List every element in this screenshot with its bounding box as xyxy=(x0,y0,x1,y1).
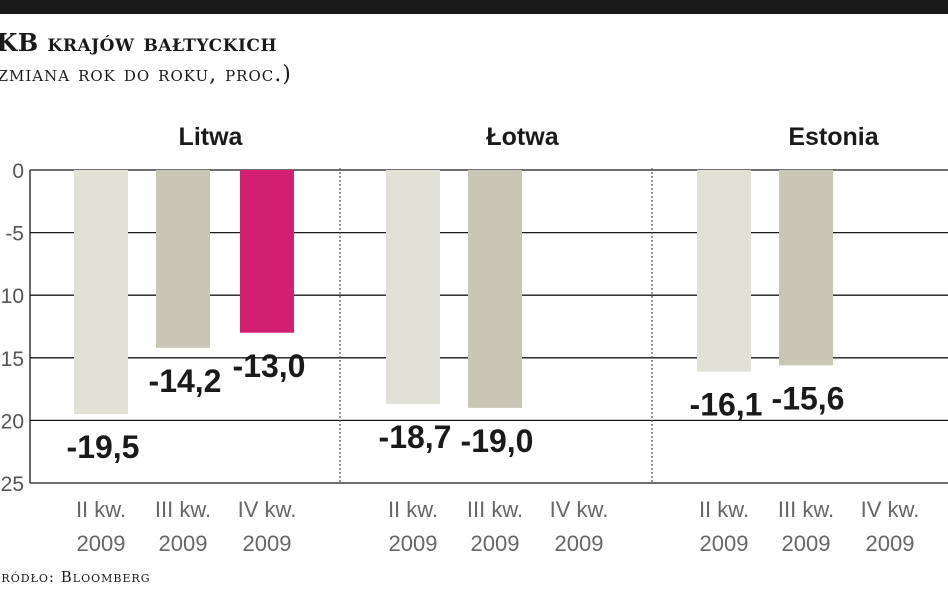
y-tick-label: -20 xyxy=(0,410,24,433)
category-label: 2009 xyxy=(782,531,831,556)
category-label: IV kw. xyxy=(861,497,920,522)
source-note: Źródło: Bloomberg xyxy=(0,568,151,586)
group-label: Łotwa xyxy=(486,123,559,151)
y-tick-label: -5 xyxy=(5,223,24,246)
y-tick-label: -10 xyxy=(0,285,24,308)
bar xyxy=(697,170,751,372)
top-rule xyxy=(0,0,948,14)
category-label: 2009 xyxy=(555,531,604,556)
chart-title: PKB krajów bałtyckich xyxy=(0,28,278,57)
value-label: -19,0 xyxy=(461,423,534,459)
value-label: -13,0 xyxy=(233,348,306,384)
category-label: II kw. xyxy=(388,497,438,522)
category-label: 2009 xyxy=(866,531,915,556)
bar xyxy=(468,170,522,408)
category-label: 2009 xyxy=(243,531,292,556)
category-label: III kw. xyxy=(155,497,211,522)
category-label: III kw. xyxy=(778,497,834,522)
y-tick-label: 0 xyxy=(12,160,24,183)
group-label: Estonia xyxy=(788,123,879,151)
category-label: II kw. xyxy=(76,497,126,522)
category-label: 2009 xyxy=(77,531,126,556)
category-label: IV kw. xyxy=(550,497,609,522)
category-label: 2009 xyxy=(471,531,520,556)
value-label: -14,2 xyxy=(149,363,222,399)
bar xyxy=(386,170,440,405)
bar xyxy=(74,170,128,415)
y-tick-label: -25 xyxy=(0,473,24,496)
category-label: 2009 xyxy=(389,531,438,556)
bar xyxy=(240,170,294,333)
category-label: II kw. xyxy=(699,497,749,522)
value-label: -18,7 xyxy=(379,419,452,455)
bar xyxy=(156,170,210,348)
chart-subtitle: (zmiana rok do roku, proc.) xyxy=(0,62,292,87)
y-tick-label: -15 xyxy=(0,348,24,371)
value-label: -15,6 xyxy=(772,380,845,416)
bar xyxy=(779,170,833,366)
category-label: 2009 xyxy=(159,531,208,556)
category-label: IV kw. xyxy=(238,497,297,522)
category-label: III kw. xyxy=(467,497,523,522)
category-label: 2009 xyxy=(700,531,749,556)
value-label: -16,1 xyxy=(690,387,763,423)
value-label: -19,5 xyxy=(67,429,140,465)
group-label: Litwa xyxy=(179,123,244,151)
